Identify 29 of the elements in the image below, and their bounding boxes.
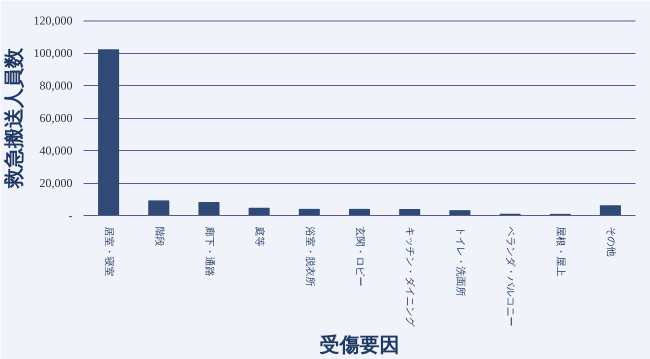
bar <box>600 205 621 216</box>
x-tick-label: トイレ・洗面所 <box>454 226 466 296</box>
x-tick-label: 廊下・通路 <box>203 226 216 276</box>
y-tick-label: 100,000 <box>34 46 72 60</box>
y-tick-label: - <box>68 208 73 222</box>
y-tick-label: 120,000 <box>34 14 72 28</box>
bar <box>98 49 120 216</box>
bar <box>148 200 170 216</box>
bar <box>198 202 220 216</box>
x-tick-label: その他 <box>604 226 617 256</box>
y-tick-label: 80,000 <box>40 78 72 92</box>
bar <box>399 208 420 216</box>
x-tick-label: 階段 <box>153 226 166 246</box>
y-tick-label: 60,000 <box>40 111 72 125</box>
x-tick-label: ベランダ・バルコニー <box>504 226 517 326</box>
bar <box>348 208 370 216</box>
x-axis-title: 受傷要因 <box>320 334 400 356</box>
x-tick-label: 屋根・屋上 <box>554 226 567 276</box>
y-tick-label: 20,000 <box>40 176 72 190</box>
x-tick-label: 浴室・脱衣所 <box>304 226 316 286</box>
y-tick-label: 40,000 <box>40 144 72 158</box>
x-tick-label: 玄関・ロビー <box>354 226 366 286</box>
bar <box>248 208 270 216</box>
x-tick-label: キッチン・ダイニング <box>404 226 416 328</box>
x-tick-label: 居室・寝室 <box>103 226 116 276</box>
bar <box>298 208 320 216</box>
x-tick-label: 庭等 <box>254 226 266 246</box>
bar <box>449 210 470 216</box>
y-axis-title: 救急搬送人員数 <box>4 47 26 189</box>
